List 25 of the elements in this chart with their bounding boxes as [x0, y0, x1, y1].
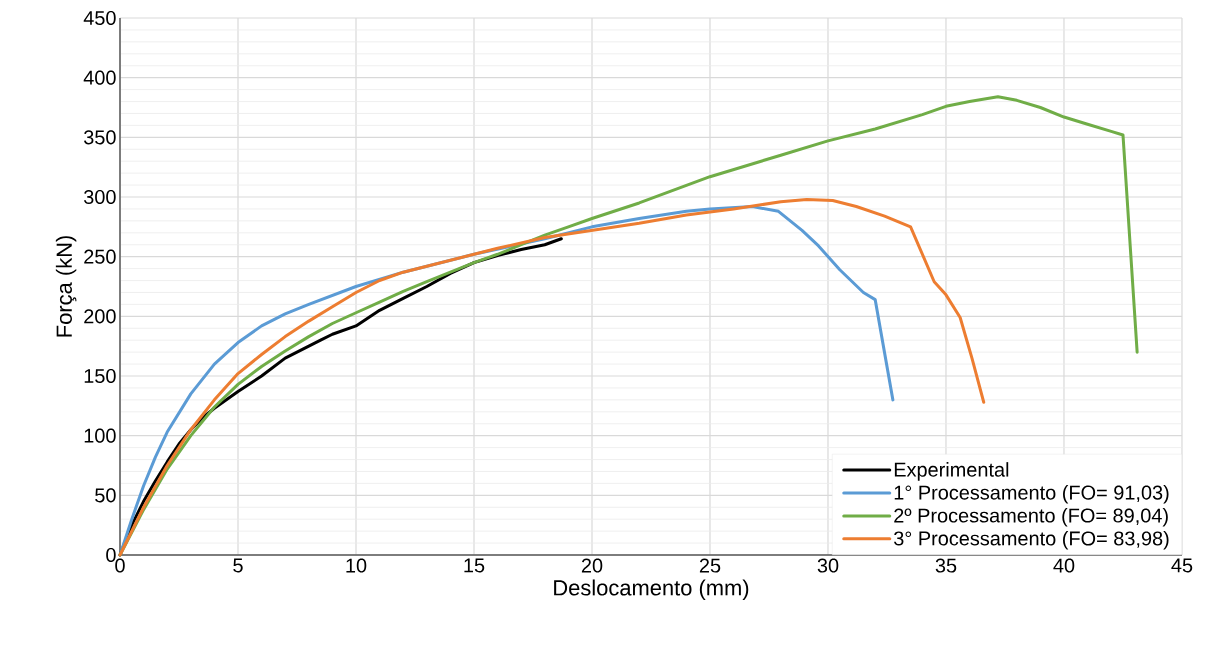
y-tick-label: 350	[84, 130, 116, 145]
y-tick-label: 200	[84, 309, 116, 324]
y-tick-label: 300	[84, 189, 116, 205]
y-axis-title: Força (kN)	[55, 236, 77, 337]
x-tick-label: 10	[346, 558, 367, 573]
x-tick-label: 40	[1053, 558, 1075, 573]
x-tick-label: 15	[464, 558, 485, 573]
x-tick-label: 5	[233, 558, 243, 573]
y-tick-label: 0	[106, 547, 116, 563]
x-axis-title: Deslocamento (mm)	[554, 579, 749, 600]
legend-label: Experimental	[894, 462, 1009, 481]
y-tick-label: 450	[83, 10, 116, 26]
y-tick-label: 50	[95, 488, 116, 503]
y-tick-label: 150	[84, 368, 116, 384]
y-tick-label: 250	[84, 249, 116, 264]
legend-label: 2º Processamento (FO= 89,04)	[894, 507, 1168, 527]
x-tick-label: 20	[581, 558, 603, 573]
x-tick-label: 25	[699, 558, 721, 573]
legend-label: 3° Processamento (FO= 83,98)	[894, 530, 1169, 550]
x-tick-label: 45	[1171, 558, 1193, 573]
y-tick-label: 400	[83, 70, 116, 85]
legend-label: 1° Processamento (FO= 91,03)	[894, 485, 1169, 504]
x-tick-label: 35	[935, 558, 957, 573]
y-tick-label: 100	[84, 428, 116, 443]
x-tick-label: 30	[817, 558, 839, 573]
